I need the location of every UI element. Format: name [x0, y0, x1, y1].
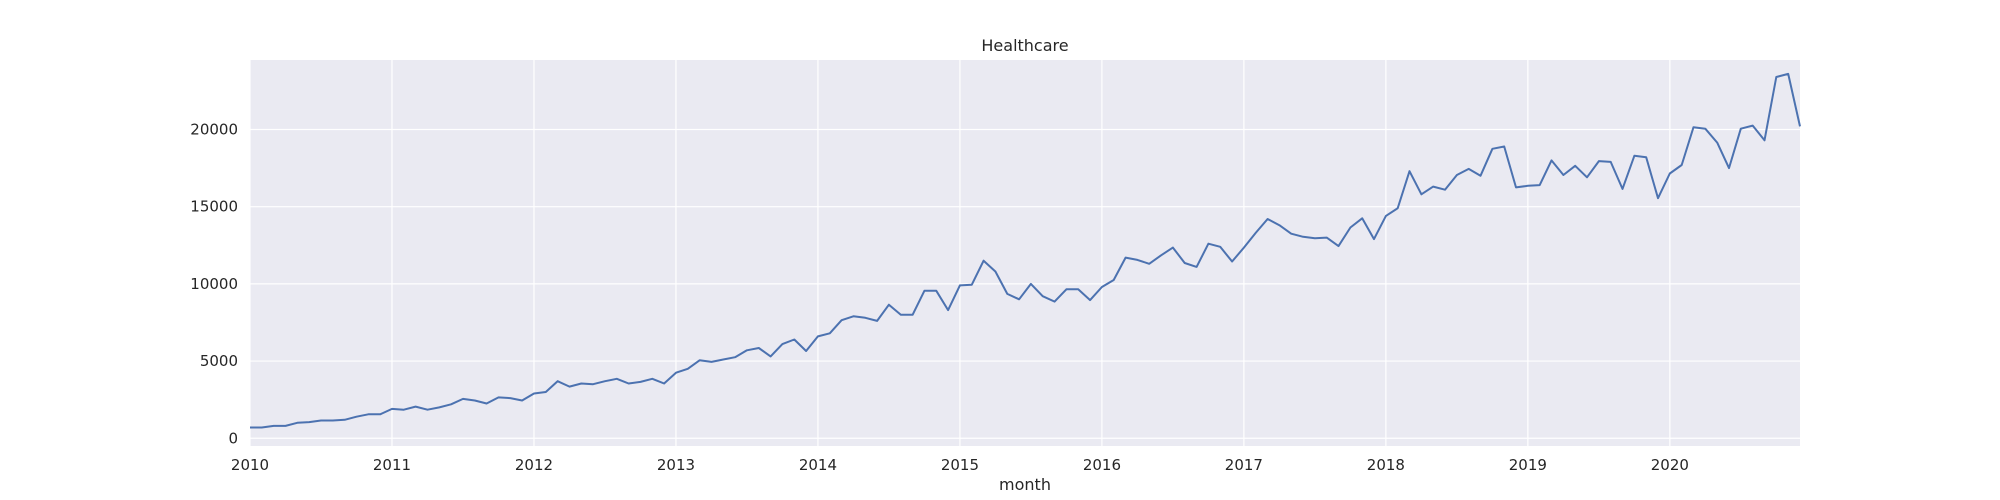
x-tick-label: 2012	[515, 456, 553, 474]
x-tick-label: 2016	[1083, 456, 1121, 474]
x-tick-label: 2015	[941, 456, 979, 474]
x-tick-label: 2013	[657, 456, 695, 474]
x-tick-label: 2017	[1225, 456, 1263, 474]
x-tick-label: 2014	[799, 456, 837, 474]
grid	[249, 60, 1800, 446]
y-tick-labels: 0 5000 10000 15000 20000	[190, 120, 238, 447]
x-tick-label: 2018	[1367, 456, 1405, 474]
x-tick-labels: 2010 2011 2012 2013 2014 2015 2016 2017 2018 2019…	[231, 456, 1689, 474]
plot-background	[250, 60, 1800, 446]
y-tick-label: 20000	[190, 120, 238, 138]
y-tick-label: 0	[228, 429, 238, 447]
x-axis-label: month	[999, 475, 1051, 494]
x-tick-label: 2019	[1509, 456, 1547, 474]
series-line-0	[250, 72, 1801, 429]
x-tick-label: 2020	[1651, 456, 1689, 474]
y-tick-label: 15000	[190, 198, 238, 216]
y-tick-label: 10000	[190, 275, 238, 293]
y-tick-label: 5000	[200, 352, 238, 370]
series-layer	[250, 72, 1801, 429]
x-tick-label: 2010	[231, 456, 269, 474]
chart-title: Healthcare	[981, 36, 1068, 55]
x-tick-label: 2011	[373, 456, 411, 474]
